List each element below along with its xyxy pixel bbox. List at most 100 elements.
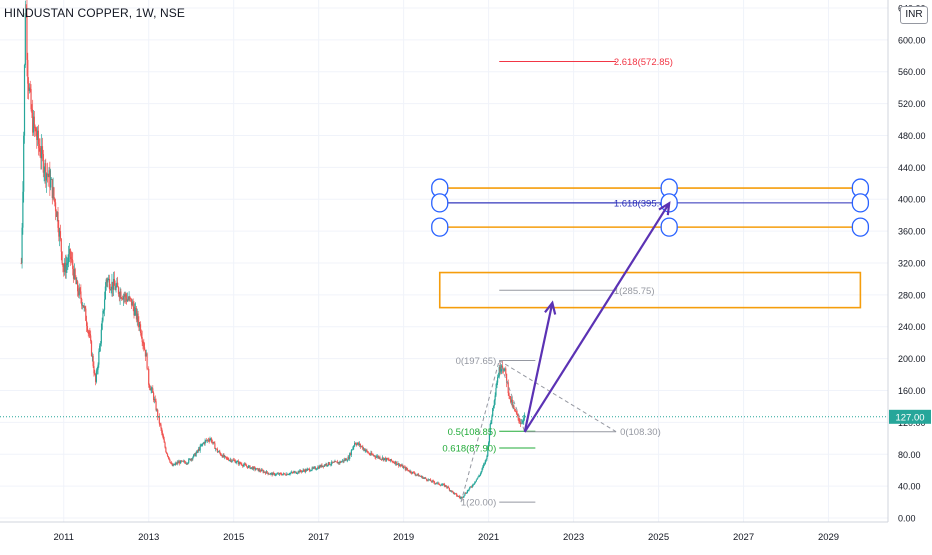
candle-body [313, 467, 316, 469]
candle-body [228, 460, 231, 461]
candle-body [364, 450, 366, 452]
candle-body [25, 13, 27, 15]
candle-body [71, 259, 73, 261]
candle-body [445, 485, 447, 487]
candle-body [206, 439, 209, 441]
channel-handle[interactable] [851, 193, 870, 213]
candle-body [431, 480, 433, 482]
candle-body [292, 472, 294, 474]
channel-handle[interactable] [851, 217, 870, 237]
candle-body [385, 458, 388, 461]
candle-body [148, 369, 150, 385]
currency-badge[interactable]: INR [900, 6, 928, 24]
candle-body [479, 475, 481, 477]
chart-title: HINDUSTAN COPPER, 1W, NSE [4, 6, 185, 20]
candle-body [88, 331, 90, 334]
candle-body [479, 473, 482, 476]
candle-body [447, 486, 450, 489]
candle-body [436, 482, 438, 484]
candle-body [175, 463, 178, 464]
x-tick-label: 2027 [733, 532, 754, 543]
candle-body [350, 450, 352, 455]
candle-body [97, 364, 99, 370]
candle-body [79, 288, 81, 292]
candle-body [302, 469, 304, 471]
candle-body [365, 449, 367, 451]
channel-handle[interactable] [431, 193, 449, 213]
candle-body [239, 462, 241, 464]
candle-body [280, 473, 282, 475]
candle-body [507, 382, 509, 394]
candle-body [157, 409, 159, 417]
candle-body [473, 483, 475, 485]
candle-body [523, 417, 525, 422]
candle-body [92, 355, 94, 367]
candle-body [120, 291, 122, 299]
candle-body [173, 464, 175, 466]
candle-body [456, 493, 458, 496]
candle-body [327, 462, 330, 466]
candle-body [163, 439, 165, 443]
candle-body [403, 466, 405, 468]
x-tick-label: 2021 [478, 532, 499, 543]
candle-body [268, 473, 270, 475]
channel-handle[interactable] [660, 217, 678, 237]
target-box[interactable] [438, 271, 862, 309]
candle-body [470, 486, 472, 488]
candle-body [438, 482, 440, 485]
candle-body [372, 454, 375, 456]
candle-body [226, 457, 228, 459]
candle-body [72, 268, 75, 279]
candle-body [144, 347, 146, 350]
candle-body [206, 440, 208, 441]
candle-body [133, 307, 135, 316]
candle-body [124, 294, 126, 297]
candle-body [440, 484, 442, 486]
candle-body [46, 173, 48, 176]
candle-body [352, 447, 354, 450]
candle-body [358, 443, 361, 446]
candle-body [510, 399, 513, 403]
candle-body [395, 461, 397, 465]
candle-body [202, 443, 204, 445]
candle-body [508, 393, 510, 397]
candle-body [367, 452, 370, 454]
candle-body [193, 453, 196, 455]
candle-body [289, 473, 291, 475]
candle-body [231, 461, 233, 462]
candle-body [457, 496, 459, 497]
candle-body [209, 438, 211, 441]
candle-body [75, 277, 77, 285]
candle-body [22, 191, 24, 228]
candle-body [285, 474, 287, 476]
candle-body [242, 464, 245, 467]
candle-body [438, 484, 441, 486]
candle-body [220, 453, 222, 455]
candle-body [245, 464, 247, 466]
projection-arrow[interactable] [523, 202, 671, 433]
candle-body [409, 470, 411, 472]
candle-body [367, 451, 369, 453]
candle-body [217, 451, 219, 453]
candle-body [467, 490, 469, 492]
projection-arrow[interactable] [523, 302, 554, 433]
candle-body [463, 495, 465, 497]
drawings-layer[interactable]: 2.618(572.85) 1.618(395.40) 1(285.75) 0(197… [0, 57, 888, 509]
candle-body [515, 411, 517, 414]
candle-body [150, 388, 152, 391]
candle-body [32, 113, 34, 133]
candle-body [321, 464, 323, 467]
candle-body [371, 454, 374, 456]
channel-handle[interactable] [431, 217, 449, 237]
candle-body [21, 227, 23, 264]
candle-body [475, 479, 477, 482]
candle-body [39, 148, 41, 157]
candle-body [267, 472, 269, 475]
candle-body [327, 465, 329, 466]
candle-body [241, 464, 243, 466]
candle-body [157, 416, 160, 417]
candle-body [48, 170, 50, 177]
candle-body [225, 456, 227, 458]
candle-body [407, 469, 409, 471]
